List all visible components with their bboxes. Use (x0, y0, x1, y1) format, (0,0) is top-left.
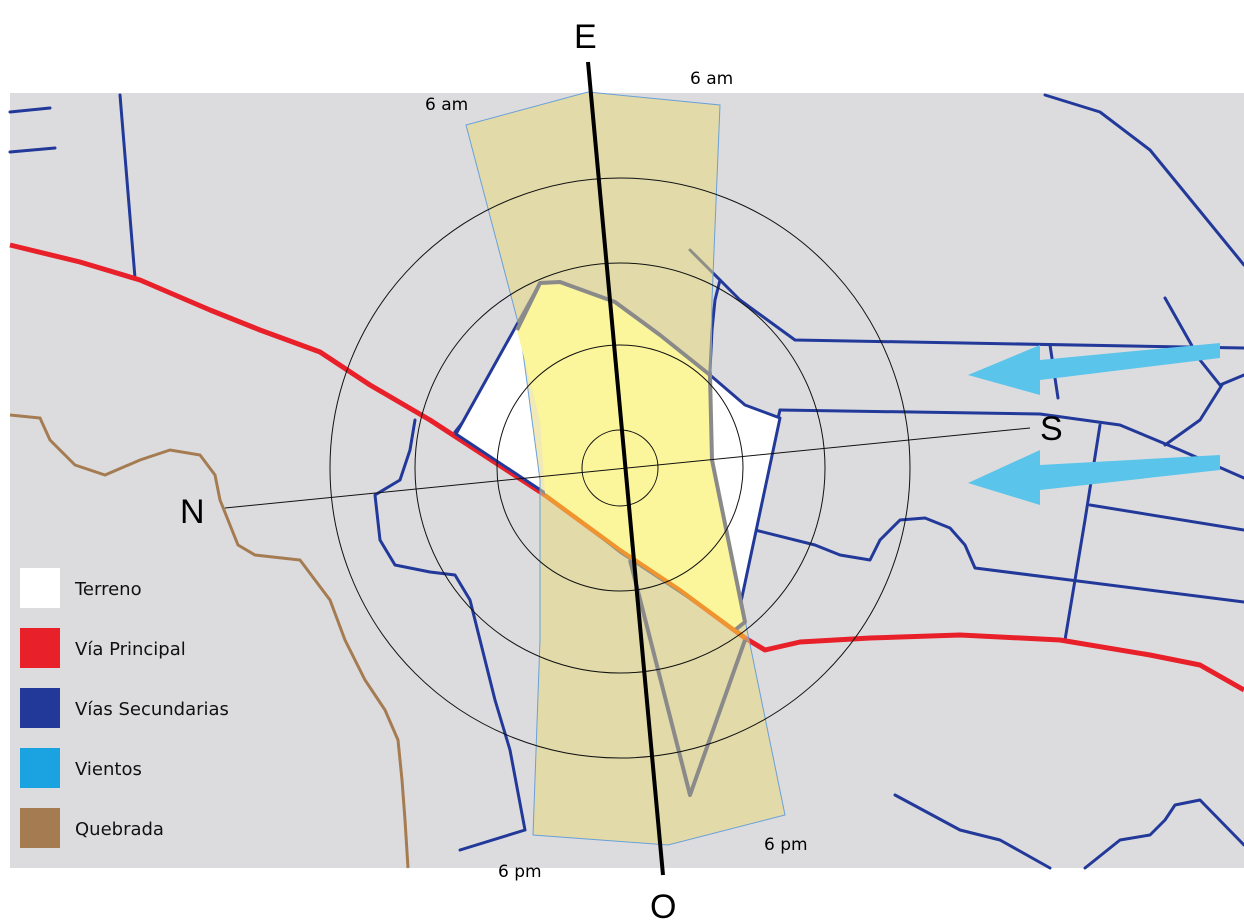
creek-line (9, 413, 410, 869)
sun-on-terrain-area (517, 282, 745, 630)
legend: Terreno Vía Principal Vías Secundarias V… (20, 568, 229, 848)
legend-item-terreno: Terreno (20, 568, 142, 608)
solar-radius-circles (329, 177, 911, 759)
legend-item-via-principal: Vía Principal (20, 628, 186, 668)
legend-label: Quebrada (75, 819, 164, 840)
legend-swatch (20, 568, 60, 608)
sunrise-label-right: 6 am (690, 69, 733, 89)
compass-east-label: E (574, 18, 597, 56)
legend-label: Vía Principal (75, 639, 186, 660)
wind-arrow (968, 343, 1220, 395)
legend-swatch (20, 688, 60, 728)
legend-swatch (20, 628, 60, 668)
legend-item-quebrada: Quebrada (20, 808, 164, 848)
sunrise-label-left: 6 am (425, 95, 468, 115)
sunset-label-right: 6 pm (764, 835, 808, 855)
compass-west-label: O (650, 888, 676, 922)
north-south-axis (224, 427, 1031, 509)
wind-arrows (968, 343, 1220, 505)
compass-south-label: S (1040, 410, 1063, 448)
sunset-label-left: 6 pm (498, 862, 542, 882)
legend-label: Vientos (75, 759, 142, 780)
legend-swatch (20, 748, 60, 788)
site-boundary-outline (515, 280, 747, 797)
legend-item-vientos: Vientos (20, 748, 142, 788)
legend-label: Vías Secundarias (75, 699, 229, 720)
main-road-site-frontage (543, 493, 747, 640)
legend-label: Terreno (74, 579, 142, 600)
wind-arrow (968, 450, 1220, 505)
east-west-axis (586, 61, 665, 876)
legend-item-vias-secundarias: Vías Secundarias (20, 688, 229, 728)
compass-north-label: N (180, 493, 205, 531)
legend-swatch (20, 808, 60, 848)
